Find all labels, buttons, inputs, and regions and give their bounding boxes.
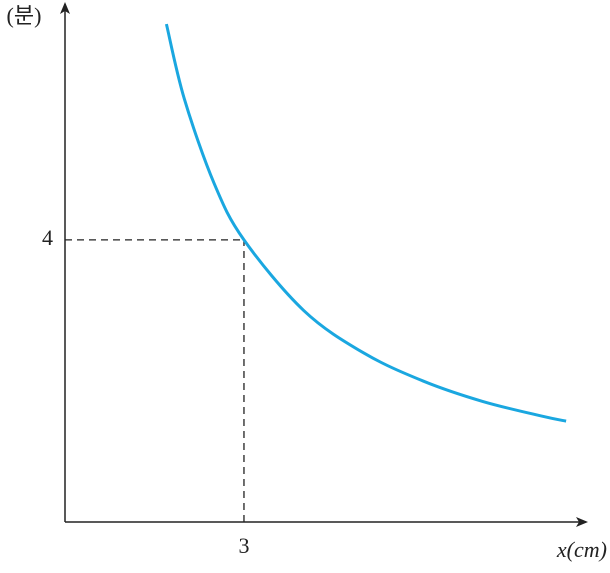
curve — [164, 23, 567, 423]
x-tick-label: 3 — [238, 533, 249, 558]
y-axis-label: (분) — [7, 3, 42, 28]
y-tick-label: 4 — [42, 225, 53, 250]
x-axis-label: x(cm) — [556, 537, 607, 562]
